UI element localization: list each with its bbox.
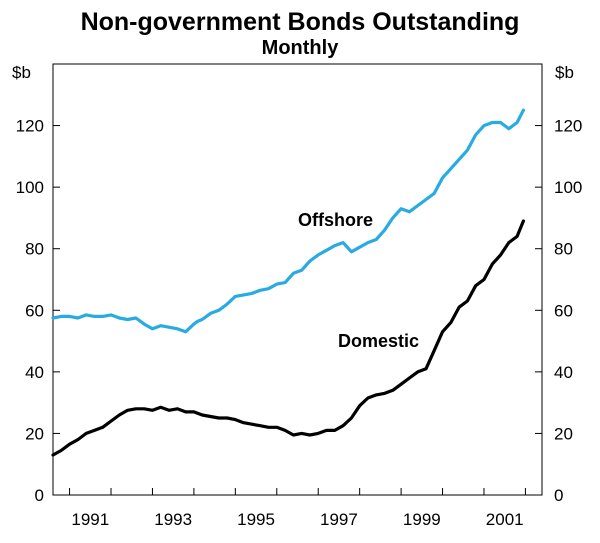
chart-subtitle: Monthly xyxy=(261,37,339,59)
y-tick-label-left: 120 xyxy=(16,117,44,136)
x-tick-label: 1999 xyxy=(403,510,441,529)
x-tick-label: 1993 xyxy=(154,510,192,529)
series-line-offshore xyxy=(51,108,526,334)
y-tick-label-left: 60 xyxy=(25,301,44,320)
y-tick-label-left: 20 xyxy=(25,424,44,443)
y-tick-label-left: 40 xyxy=(25,363,44,382)
plot-frame xyxy=(52,63,543,496)
y-unit-right: $b xyxy=(555,63,574,82)
offshore-label: Offshore xyxy=(298,210,373,230)
y-tick-label-right: 100 xyxy=(554,178,582,197)
y-tick-label-left: 100 xyxy=(16,178,44,197)
x-tick-label: 1991 xyxy=(71,510,109,529)
y-tick-label-right: 0 xyxy=(554,486,563,505)
y-tick-label-right: 120 xyxy=(554,117,582,136)
y-tick-label-right: 60 xyxy=(554,301,573,320)
y-tick-label-right: 40 xyxy=(554,363,573,382)
y-tick-label-right: 80 xyxy=(554,240,573,259)
x-tick-label: 1995 xyxy=(237,510,275,529)
chart-title: Non-government Bonds Outstanding xyxy=(80,8,520,36)
series-line-domestic xyxy=(51,219,526,457)
x-tick-label: 2001 xyxy=(486,510,524,529)
x-tick-label: 1997 xyxy=(320,510,358,529)
y-unit-left: $b xyxy=(12,63,31,82)
y-tick-label-left: 0 xyxy=(35,486,44,505)
y-tick-label-right: 20 xyxy=(554,424,573,443)
y-tick-label-left: 80 xyxy=(25,240,44,259)
domestic-label: Domestic xyxy=(338,331,419,351)
